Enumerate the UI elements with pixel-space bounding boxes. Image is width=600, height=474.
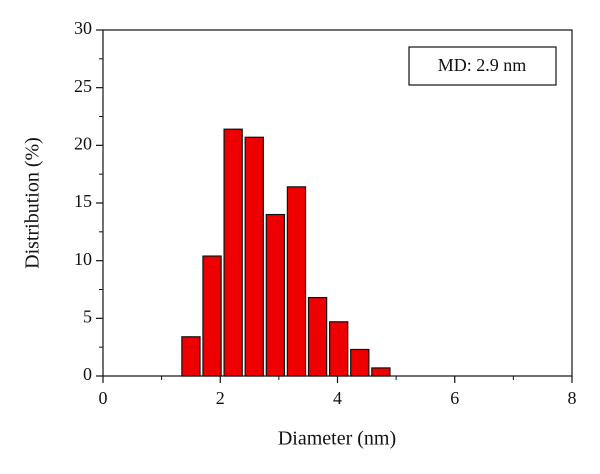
x-tick-label: 2 (216, 388, 225, 408)
bar (371, 367, 391, 377)
bar (286, 186, 307, 377)
y-tick-label: 15 (74, 191, 92, 211)
bar (244, 136, 264, 377)
annotation: MD: 2.9 nm (438, 55, 527, 75)
bar (328, 321, 349, 377)
x-tick-label: 6 (450, 388, 459, 408)
bar (181, 336, 201, 377)
y-tick-label: 10 (74, 249, 92, 269)
y-tick-label: 5 (83, 306, 92, 326)
y-tick-label: 0 (83, 364, 92, 384)
x-tick-label: 4 (333, 388, 342, 408)
bar (202, 255, 222, 377)
y-tick-label: 25 (74, 76, 92, 96)
x-tick-label: 8 (568, 388, 577, 408)
y-tick-label: 20 (74, 133, 92, 153)
x-axis-title: Diameter (nm) (278, 428, 396, 450)
annotation-box (408, 46, 557, 86)
bar (265, 213, 286, 377)
bar (307, 296, 328, 377)
x-tick-label: 0 (99, 388, 108, 408)
bar (350, 348, 370, 377)
bar (223, 128, 243, 377)
y-tick-label: 30 (74, 18, 92, 38)
y-axis-title: Distribution (%) (22, 137, 44, 269)
